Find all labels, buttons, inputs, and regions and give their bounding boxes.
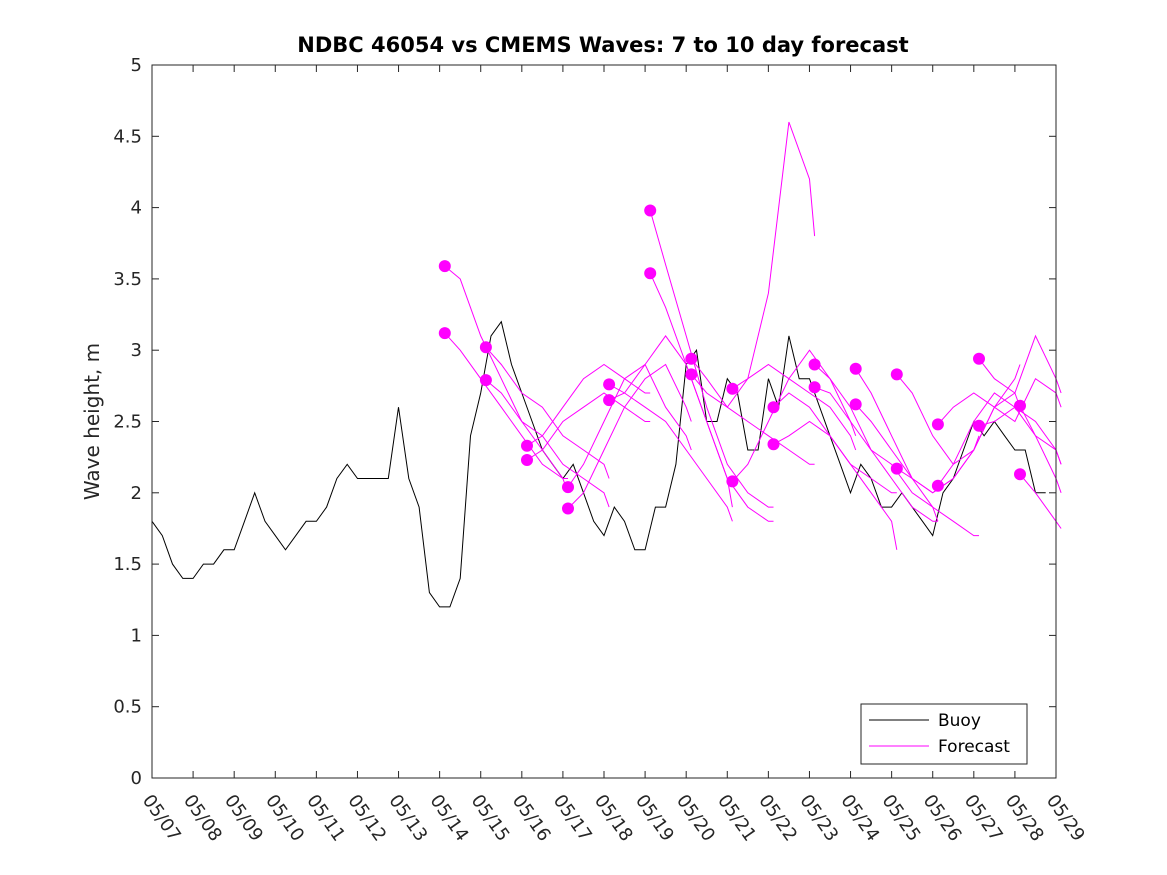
forecast-run-line: [567, 363, 692, 488]
legend: Buoy Forecast: [860, 703, 1028, 765]
forecast-start-marker: [767, 438, 780, 451]
forecast-start-marker: [973, 419, 985, 432]
series-layer: [151, 121, 1062, 608]
forecast-start-marker: [438, 260, 451, 273]
forecast-run-line: [814, 386, 939, 522]
forecast-start-marker: [685, 352, 698, 365]
forecast-run-line: [608, 383, 733, 522]
forecast-start-marker: [603, 394, 616, 407]
y-tick-label: 4.5: [113, 126, 142, 147]
forecast-run-line: [732, 349, 857, 482]
forecast-run-line: [978, 334, 1062, 394]
forecast-start-marker: [479, 341, 492, 354]
legend-forecast-label: Forecast: [938, 737, 1010, 757]
forecast-run-line: [649, 210, 774, 508]
forecast-run-line: [855, 368, 979, 537]
forecast-start-marker: [890, 368, 903, 381]
forecast-start-marker: [931, 418, 944, 431]
forecast-start-marker: [931, 479, 944, 492]
forecast-run-line: [978, 406, 1062, 465]
y-tick-label: 0: [131, 768, 142, 789]
forecast-run-line: [1019, 473, 1062, 529]
forecast-start-marker: [1014, 468, 1026, 481]
y-tick-label: 3.5: [113, 269, 142, 290]
forecast-start-marker: [644, 204, 657, 217]
forecast-run-line: [526, 363, 651, 447]
forecast-start-marker: [603, 378, 616, 391]
forecast-run-line: [896, 364, 1021, 465]
forecast-start-marker: [521, 454, 533, 466]
forecast-run-line: [1019, 405, 1062, 493]
forecast-start-marker: [479, 374, 492, 387]
forecast-start-marker: [890, 462, 903, 475]
forecast-start-marker: [521, 439, 533, 452]
forecast-start-markers: [438, 204, 1026, 515]
forecast-start-marker: [973, 352, 985, 365]
forecast-start-marker: [562, 481, 574, 494]
forecast-start-marker: [1014, 399, 1026, 412]
forecast-run-line: [444, 265, 569, 493]
forecast-start-marker: [808, 381, 821, 394]
forecast-run-line: [732, 363, 857, 451]
y-tick-label: 0.5: [113, 697, 142, 718]
forecast-run-line: [444, 332, 568, 479]
legend-buoy-label: Buoy: [938, 711, 981, 731]
forecast-start-marker: [562, 502, 574, 515]
forecast-start-marker: [849, 398, 862, 411]
forecast-run-line: [896, 392, 1021, 494]
y-tick-label: 1: [131, 625, 142, 646]
chart-title: NDBC 46054 vs CMEMS Waves: 7 to 10 day f…: [297, 33, 908, 57]
forecast-run-line: [690, 374, 815, 465]
forecast-start-marker: [644, 267, 657, 280]
y-tick-label: 2: [131, 483, 142, 504]
forecast-run-line: [773, 420, 897, 494]
y-tick-label: 2.5: [113, 412, 142, 433]
forecast-run-line: [567, 363, 692, 509]
forecast-run-line: [526, 392, 651, 461]
buoy-series-line: [151, 320, 1046, 608]
y-tick-label: 1.5: [113, 554, 142, 575]
forecast-start-marker: [849, 362, 862, 375]
y-axis-label: Wave height, m: [80, 343, 104, 500]
forecast-start-marker: [685, 368, 698, 381]
forecast-run-line: [649, 272, 774, 522]
forecast-start-marker: [767, 401, 780, 414]
y-tick-label: 5: [131, 55, 142, 76]
y-tick-label: 3: [131, 340, 142, 361]
y-tick-label: 4: [131, 198, 142, 219]
forecast-run-line: [690, 121, 816, 409]
legend-box: [860, 703, 1028, 765]
forecast-start-marker: [438, 327, 451, 340]
forecast-start-marker: [726, 382, 739, 395]
forecast-run-line: [814, 364, 938, 522]
forecast-run-line: [937, 392, 1062, 486]
y-axis-label-group: Wave height, m: [80, 343, 104, 500]
forecast-start-marker: [726, 475, 739, 488]
forecast-run-line: [485, 379, 610, 508]
forecast-start-marker: [808, 358, 821, 371]
